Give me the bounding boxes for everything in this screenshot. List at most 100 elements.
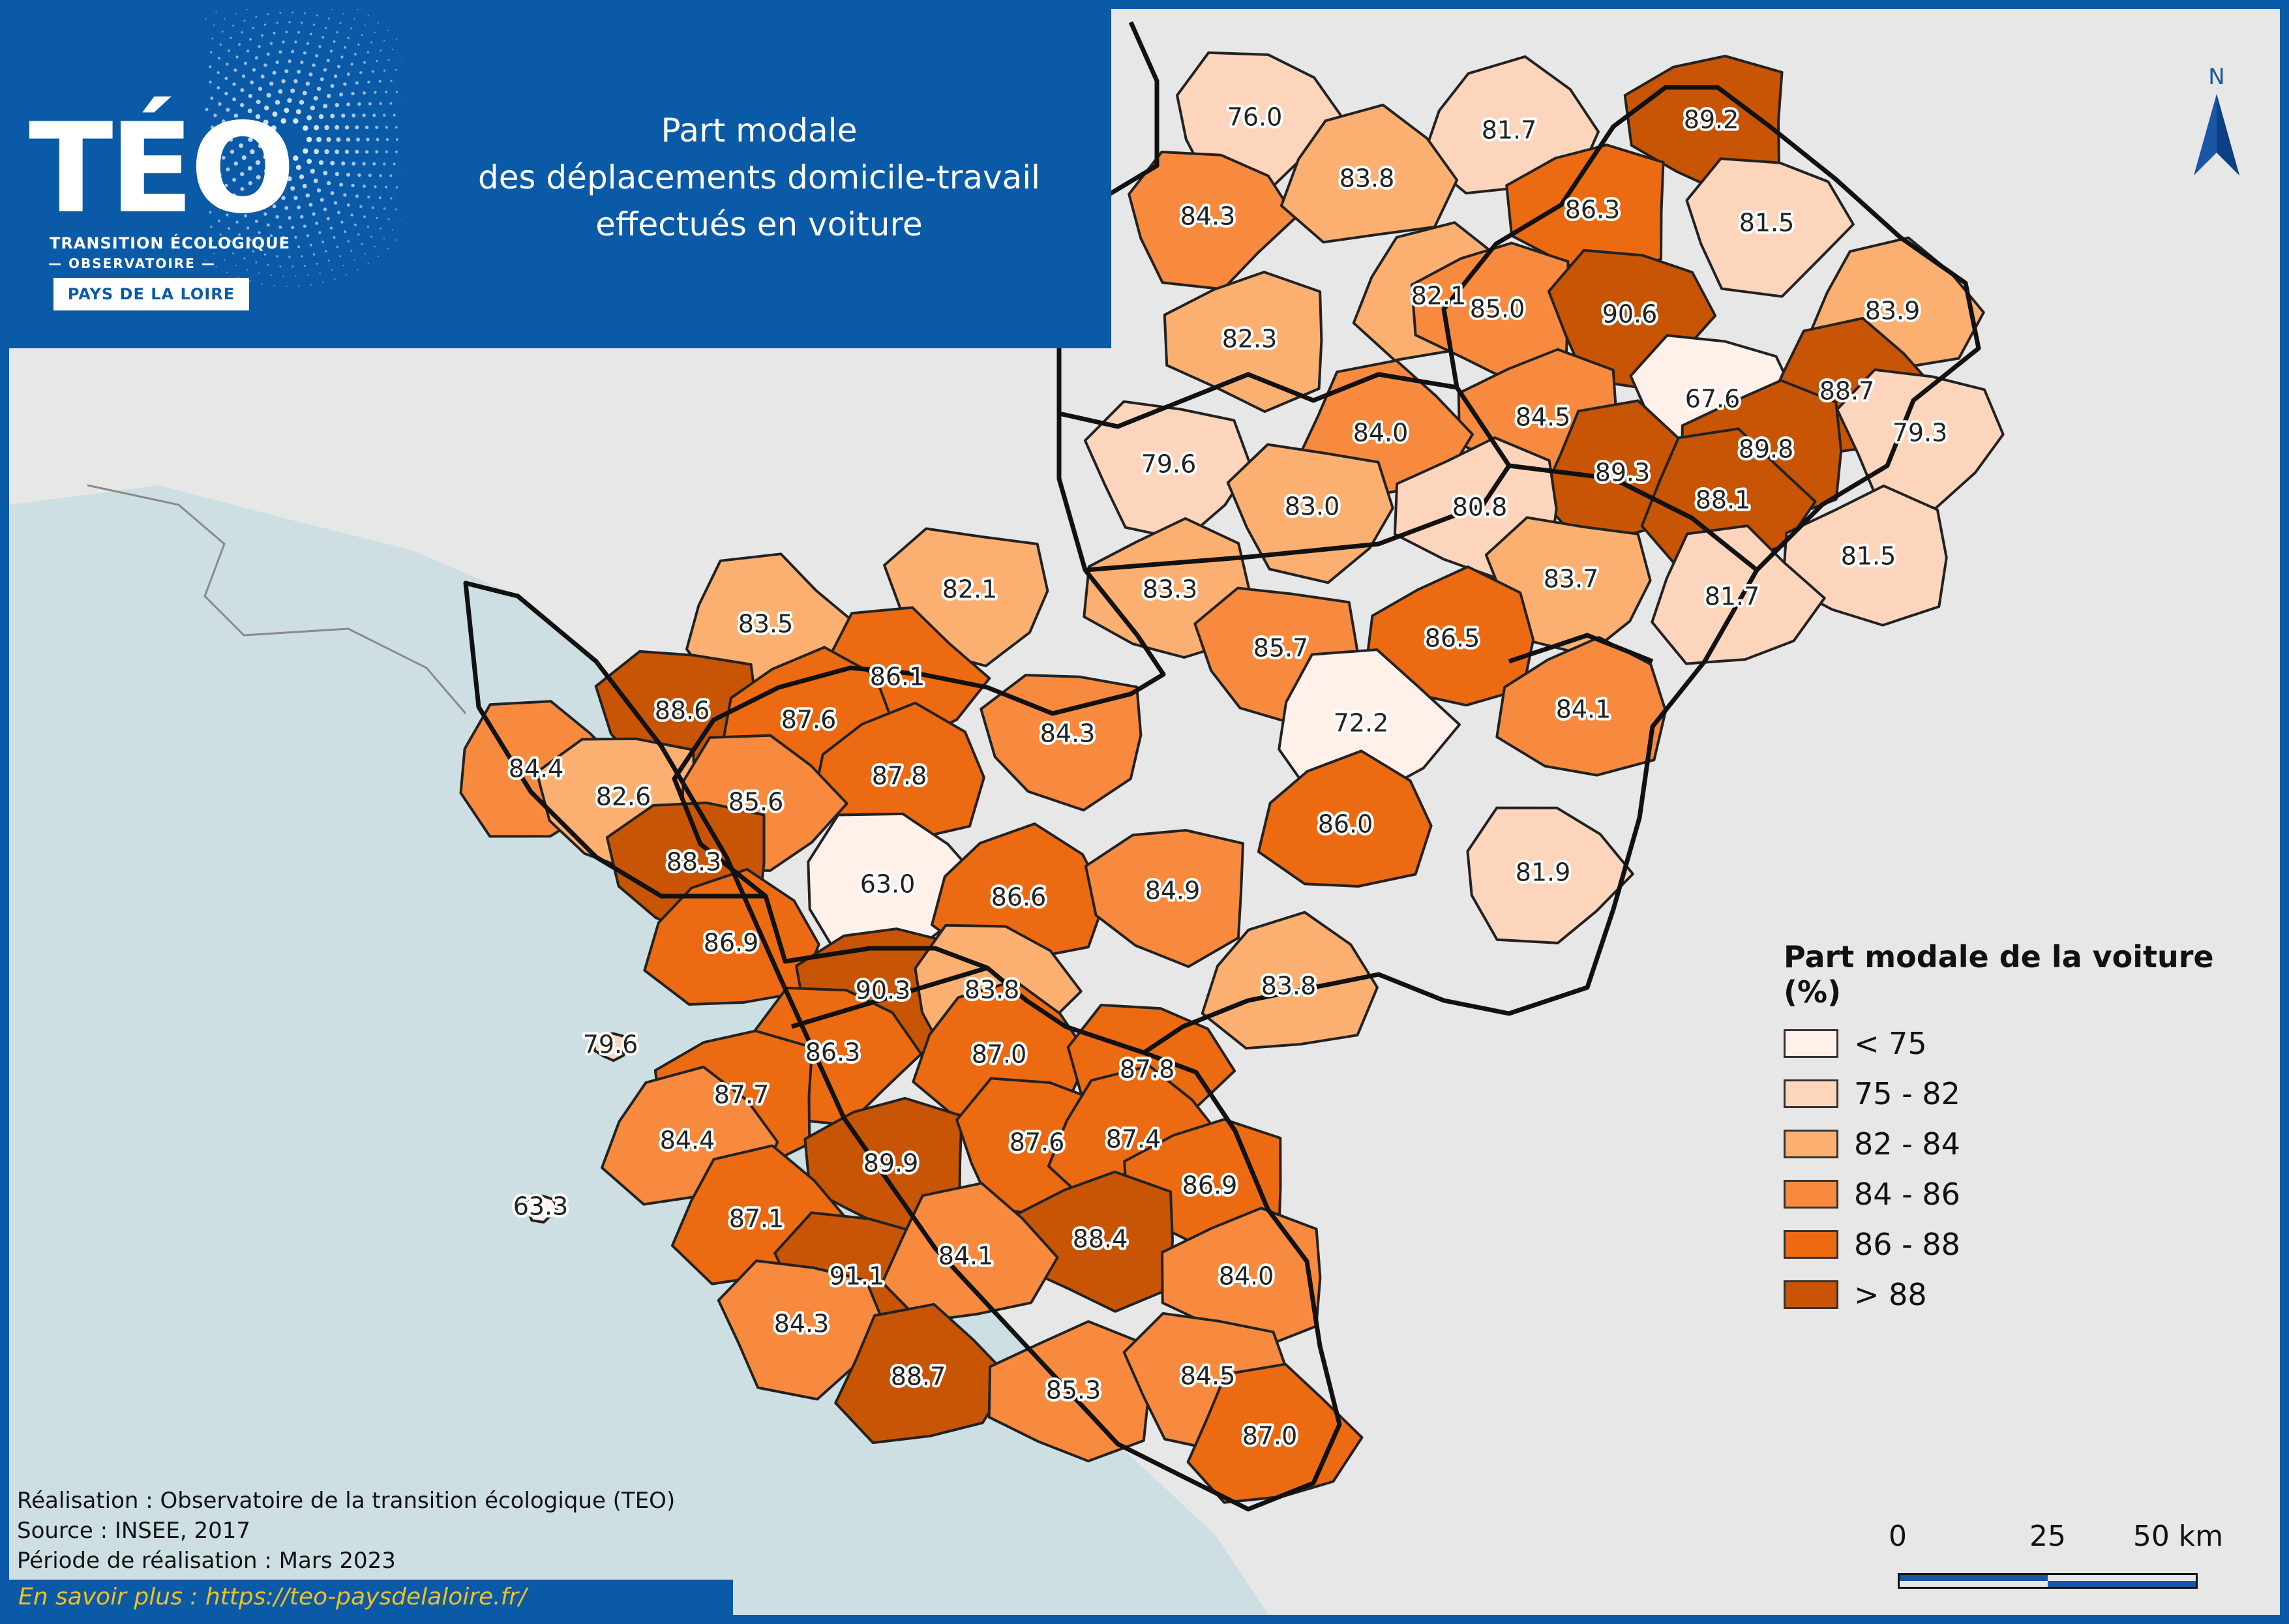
- logo-dot: [318, 231, 322, 234]
- logo-dot: [378, 196, 382, 200]
- logo-dot: [217, 189, 220, 193]
- logo-dot: [282, 275, 284, 277]
- logo-dot: [263, 23, 267, 26]
- logo-dot: [383, 40, 385, 42]
- logo-dot: [368, 173, 372, 177]
- logo-dot: [383, 113, 386, 117]
- logo-dot: [378, 80, 382, 83]
- credits-date: Période de réalisation : Mars 2023: [17, 1548, 396, 1574]
- legend-item: 82 - 84: [1784, 1124, 2240, 1175]
- logo-dot: [219, 233, 222, 236]
- logo-dot: [240, 172, 245, 177]
- zone-value-label: 85.6: [728, 788, 784, 817]
- logo-dot: [295, 164, 301, 170]
- legend-item: 84 - 86: [1784, 1175, 2240, 1225]
- logo-dot: [344, 125, 350, 130]
- logo-dot: [209, 211, 212, 214]
- logo-dot: [205, 168, 209, 172]
- logo-dot: [389, 102, 393, 105]
- logo-dot: [250, 149, 255, 155]
- logo-dot: [391, 48, 394, 50]
- logo-dot: [313, 96, 318, 101]
- logo-dot: [387, 59, 390, 61]
- logo-dot: [250, 194, 254, 199]
- logo-dot: [235, 55, 239, 59]
- legend-item: < 75: [1784, 1024, 2240, 1074]
- zone-value-label: 84.3: [774, 1310, 830, 1338]
- logo-dot: [294, 40, 297, 44]
- logo-dot: [395, 68, 397, 71]
- scale-bar-graphic: [1898, 1573, 2198, 1589]
- logo-dot: [312, 23, 316, 26]
- zone-value-label: 89.8: [1739, 435, 1794, 464]
- logo-dot: [287, 98, 292, 103]
- logo-dot: [300, 60, 304, 65]
- logo-dot: [365, 125, 369, 129]
- logo-dot: [272, 112, 278, 117]
- logo-dot: [385, 126, 388, 129]
- zone-value-label: 63.3: [513, 1192, 569, 1221]
- logo-dot: [263, 212, 267, 216]
- logo-dot: [339, 183, 344, 187]
- logo-dot: [246, 269, 248, 271]
- zone-value-label: 86.9: [704, 929, 759, 957]
- logo-dot: [387, 29, 389, 31]
- logo-dot: [336, 137, 341, 142]
- logo-subtitle: TRANSITION ÉCOLOGIQUE: [50, 234, 291, 252]
- zone-value-label: 86.0: [1318, 810, 1373, 839]
- zone-polygon: [1782, 484, 1948, 627]
- logo-dot: [217, 71, 220, 74]
- logo-dot: [271, 125, 277, 131]
- logo-dot: [385, 138, 389, 142]
- zone-value-label: 79.6: [583, 1030, 638, 1059]
- logo-dot: [308, 72, 313, 77]
- logo-dot: [357, 173, 361, 177]
- logo-dot: [371, 70, 374, 73]
- logo-dot: [327, 93, 331, 98]
- logo-dot: [346, 102, 351, 107]
- logo-dot: [331, 269, 333, 271]
- zone-polygon: [1161, 1207, 1322, 1349]
- logo-dot: [383, 207, 386, 210]
- logo-dot: [213, 24, 215, 26]
- logo-dot: [248, 93, 252, 98]
- more-info-link[interactable]: En savoir plus : https://teo-paysdelaloi…: [18, 1584, 527, 1610]
- logo-dot: [310, 105, 315, 111]
- logo-dot: [235, 220, 239, 224]
- logo-dot: [252, 250, 255, 252]
- logo-dot: [326, 137, 331, 142]
- logo-dot: [282, 235, 285, 239]
- logo-dot: [343, 82, 347, 86]
- logo-dot: [227, 227, 230, 230]
- logo-dot: [258, 231, 261, 234]
- logo-dot: [272, 70, 277, 75]
- logo-dot: [279, 265, 282, 267]
- logo-dot: [304, 12, 306, 14]
- logo-dot: [318, 160, 324, 165]
- logo-dot: [255, 160, 261, 165]
- logo-dot: [284, 166, 290, 172]
- logo-dot: [284, 69, 289, 74]
- zone-value-label: 89.3: [1595, 459, 1651, 487]
- logo-dot: [323, 207, 327, 211]
- logo-dot: [278, 225, 282, 229]
- logo-dot: [241, 119, 247, 124]
- logo-dot: [395, 150, 398, 153]
- legend-title: Part modale de la voiture (%): [1784, 939, 2214, 1010]
- logo-dot: [393, 162, 396, 166]
- logo-dot: [366, 138, 370, 142]
- zone-value-label: 79.6: [1141, 450, 1197, 479]
- logo-dot: [367, 226, 370, 228]
- legend-swatch: [1784, 1130, 1838, 1158]
- logo-dot: [334, 278, 336, 280]
- logo-dot: [240, 88, 245, 93]
- logo-dot: [266, 93, 271, 98]
- logo-dot: [263, 63, 267, 67]
- logo-dot: [282, 40, 285, 44]
- logo-dot: [316, 14, 318, 17]
- zone-polygon: [1466, 806, 1634, 944]
- logo-dot: [266, 52, 270, 56]
- logo-dot: [279, 12, 282, 14]
- logo-dot: [286, 285, 288, 288]
- logo-dot: [314, 149, 320, 155]
